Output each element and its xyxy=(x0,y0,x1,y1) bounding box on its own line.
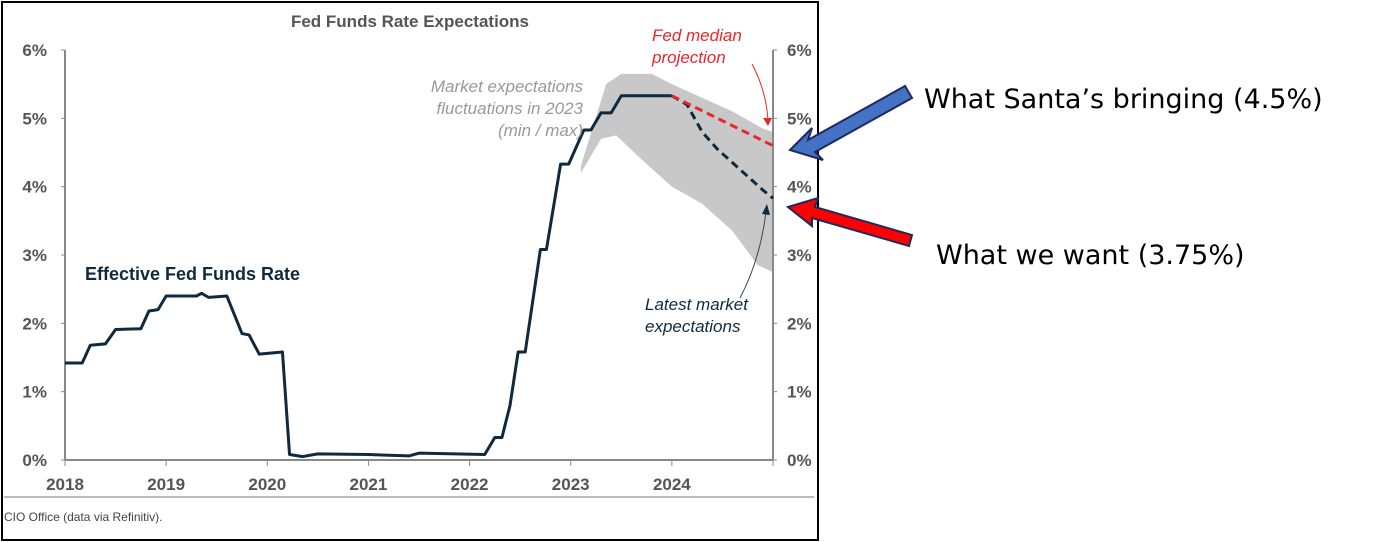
series-line-1 xyxy=(671,94,774,200)
series-line-0 xyxy=(65,94,672,459)
chart-title: Fed Funds Rate Expectations xyxy=(291,12,529,31)
fed-median-arrowhead-icon xyxy=(763,118,772,126)
y-tick-label-right: 5% xyxy=(787,109,812,128)
y-tick-label-right: 2% xyxy=(787,314,812,333)
x-tick-label: 2018 xyxy=(46,475,84,494)
y-tick-label-left: 0% xyxy=(22,451,47,470)
santa-callout: What Santa’s bringing (4.5%) xyxy=(924,84,1323,115)
want-arrow-icon xyxy=(785,196,914,248)
band-label-1: Market expectations xyxy=(431,77,584,96)
fed-median-label-1: Fed median xyxy=(652,26,742,45)
y-tick-label-right: 0% xyxy=(787,451,812,470)
effr-label: Effective Fed Funds Rate xyxy=(85,264,300,284)
y-tick-label-right: 6% xyxy=(787,41,812,60)
x-tick-label: 2024 xyxy=(653,475,691,494)
santa-arrow-icon xyxy=(788,84,914,161)
band-label-3: (min / max) xyxy=(498,121,583,140)
y-tick-label-left: 5% xyxy=(22,109,47,128)
x-tick-label: 2022 xyxy=(451,475,489,494)
y-tick-label-left: 3% xyxy=(22,246,47,265)
x-tick-label: 2020 xyxy=(248,475,286,494)
x-tick-label: 2023 xyxy=(552,475,590,494)
band-label-2: fluctuations in 2023 xyxy=(437,99,584,118)
fed-median-pointer xyxy=(751,63,769,121)
market-arrowhead-icon xyxy=(762,204,770,215)
fed-median-label-2: projection xyxy=(651,48,726,67)
y-tick-label-left: 1% xyxy=(22,383,47,402)
y-tick-label-left: 2% xyxy=(22,314,47,333)
market-label-1: Latest market xyxy=(645,295,749,314)
y-tick-label-right: 1% xyxy=(787,383,812,402)
chart-frame xyxy=(1,1,819,541)
market-pointer xyxy=(739,211,767,299)
y-tick-label-left: 4% xyxy=(22,178,47,197)
market-label-2: expectations xyxy=(645,317,741,336)
y-tick-label-left: 6% xyxy=(22,41,47,60)
y-tick-label-right: 3% xyxy=(787,246,812,265)
x-tick-label: 2021 xyxy=(350,475,388,494)
x-tick-label: 2019 xyxy=(147,475,185,494)
y-tick-label-right: 4% xyxy=(787,178,812,197)
source-note: CIO Office (data via Refinitiv). xyxy=(4,510,163,524)
want-callout: What we want (3.75%) xyxy=(936,240,1245,271)
series-line-2 xyxy=(671,94,774,148)
